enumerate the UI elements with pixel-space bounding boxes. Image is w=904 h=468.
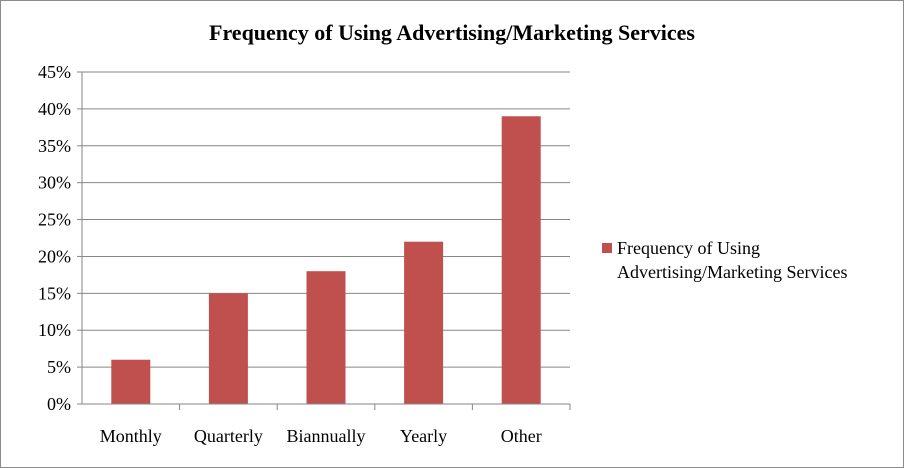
y-tick-label: 0% bbox=[47, 394, 71, 414]
legend-label-line-1: Frequency of Using bbox=[617, 238, 760, 258]
bar-monthly bbox=[111, 359, 151, 404]
y-tick-label: 40% bbox=[38, 99, 71, 119]
y-tick-label: 5% bbox=[47, 357, 71, 377]
y-tick-label: 30% bbox=[38, 173, 71, 193]
y-tick-label: 10% bbox=[38, 320, 71, 340]
bar-other bbox=[501, 116, 541, 405]
x-tick-label: Biannually bbox=[287, 426, 366, 446]
y-tick-label: 35% bbox=[38, 136, 71, 156]
y-tick-label: 45% bbox=[38, 62, 71, 82]
x-tick-labels: Monthly Quarterly Biannually Yearly Other bbox=[100, 404, 571, 446]
y-tick-label: 20% bbox=[38, 246, 71, 266]
gridlines bbox=[82, 71, 570, 368]
axes bbox=[81, 72, 570, 405]
y-tick-label: 15% bbox=[38, 283, 71, 303]
x-tick-label: Quarterly bbox=[194, 426, 263, 446]
legend-label-line-2: Advertising/Marketing Services bbox=[617, 262, 847, 282]
legend-swatch bbox=[602, 243, 612, 253]
legend: Frequency of Using Advertising/Marketing… bbox=[602, 238, 847, 282]
bars bbox=[111, 116, 541, 405]
x-tick-label: Other bbox=[501, 426, 542, 446]
x-tick-label: Yearly bbox=[400, 426, 447, 446]
bar-quarterly bbox=[208, 293, 248, 404]
bar-biannually bbox=[306, 271, 346, 404]
y-tick-label: 25% bbox=[38, 210, 71, 230]
y-tick-labels: 0% 5% 10% 15% 20% 25% 30% 35% 40% 45% bbox=[38, 62, 82, 414]
bar-yearly bbox=[404, 241, 444, 404]
x-tick-label: Monthly bbox=[100, 426, 162, 446]
chart-title: Frequency of Using Advertising/Marketing… bbox=[209, 20, 695, 45]
